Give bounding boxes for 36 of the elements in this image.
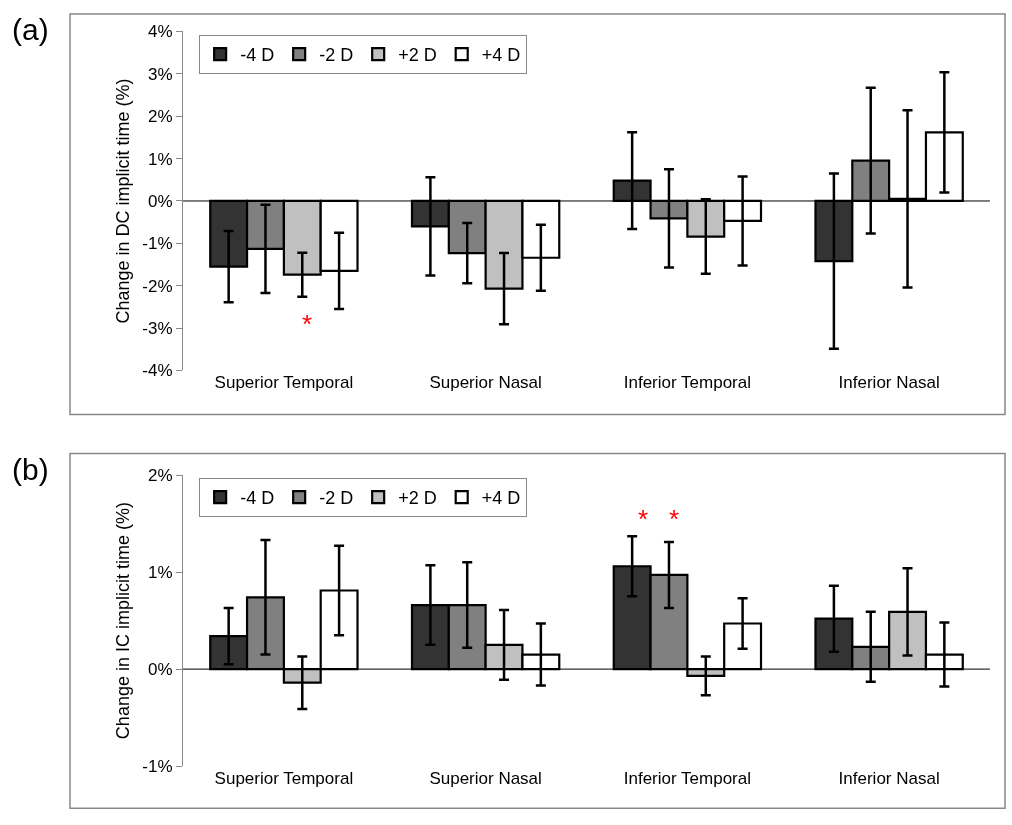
legend-label: +4 D: [481, 45, 521, 66]
y-tick-label: 1%: [148, 149, 173, 169]
y-tick-label: 0%: [148, 191, 173, 211]
x-tick-label: Superior Nasal: [429, 373, 542, 393]
chart-title: (b): [12, 453, 49, 486]
x-tick-label: Superior Temporal: [214, 373, 354, 393]
x-tick-label: Inferior Nasal: [838, 769, 940, 789]
x-tick-label: Inferior Nasal: [838, 373, 940, 393]
y-tick-label: 3%: [148, 64, 173, 84]
y-tick-label: -2%: [142, 276, 173, 296]
legend-label: +2 D: [398, 488, 437, 509]
chart-title: (a): [12, 13, 49, 46]
legend-label: -2 D: [319, 45, 354, 66]
legend-label: -2 D: [319, 488, 354, 509]
y-axis-title: Change in IC implicit time (%): [112, 502, 133, 740]
y-tick-label: 0%: [148, 660, 173, 680]
annotation: *: [638, 504, 649, 534]
y-tick-label: 2%: [148, 107, 173, 127]
legend-label: +4 D: [481, 488, 521, 509]
y-tick-label: -1%: [142, 234, 173, 254]
legend-label: -4 D: [240, 488, 275, 509]
y-tick-label: 1%: [148, 563, 173, 583]
y-tick-label: 4%: [148, 22, 173, 42]
x-tick-label: Superior Nasal: [429, 769, 542, 789]
y-tick-label: 2%: [148, 465, 173, 485]
x-tick-label: Inferior Temporal: [623, 373, 752, 393]
y-tick-label: -3%: [142, 319, 173, 339]
legend-label: +2 D: [398, 45, 437, 66]
y-tick-label: -4%: [142, 361, 173, 381]
legend-label: -4 D: [240, 45, 275, 66]
x-tick-label: Inferior Temporal: [623, 769, 752, 789]
x-tick-label: Superior Temporal: [214, 769, 354, 789]
y-axis-title: Change in DC implicit time (%): [112, 78, 133, 324]
annotation: *: [302, 309, 313, 339]
annotation: *: [669, 504, 680, 534]
y-tick-label: -1%: [142, 757, 173, 777]
